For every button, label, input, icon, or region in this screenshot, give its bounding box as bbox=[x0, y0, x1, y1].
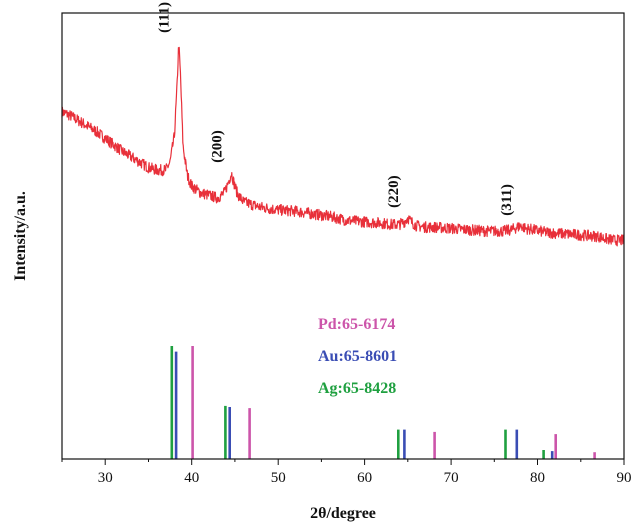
peak-label: (311) bbox=[499, 184, 515, 216]
legend: Pd:65-6174 Au:65-8601 Ag:65-8428 bbox=[318, 316, 397, 397]
x-tick-label: 30 bbox=[98, 470, 113, 486]
peak-label: (200) bbox=[210, 130, 226, 163]
reference-lines-layer bbox=[170, 346, 596, 459]
x-tick-label: 90 bbox=[617, 470, 632, 486]
peak-labels-layer: (111) (200) (220) (311) bbox=[157, 2, 515, 216]
x-tick-label: 70 bbox=[444, 470, 459, 486]
plot-frame bbox=[61, 12, 625, 460]
legend-entry: Pd:65-6174 bbox=[318, 316, 395, 333]
x-tick-label: 40 bbox=[184, 470, 199, 486]
x-tick-label: 50 bbox=[271, 470, 286, 486]
x-axis-ticks: 30 40 50 60 70 80 90 bbox=[61, 459, 632, 486]
x-axis-title: 2θ/degree bbox=[310, 505, 376, 522]
peak-label: (111) bbox=[157, 2, 173, 33]
x-tick-label: 80 bbox=[530, 470, 545, 486]
y-axis-title: Intensity/a.u. bbox=[12, 191, 29, 281]
legend-entry: Au:65-8601 bbox=[318, 348, 397, 365]
legend-entry: Ag:65-8428 bbox=[318, 380, 396, 397]
x-tick-label: 60 bbox=[357, 470, 372, 486]
peak-label: (220) bbox=[386, 175, 402, 208]
xrd-pattern-line bbox=[61, 46, 625, 247]
